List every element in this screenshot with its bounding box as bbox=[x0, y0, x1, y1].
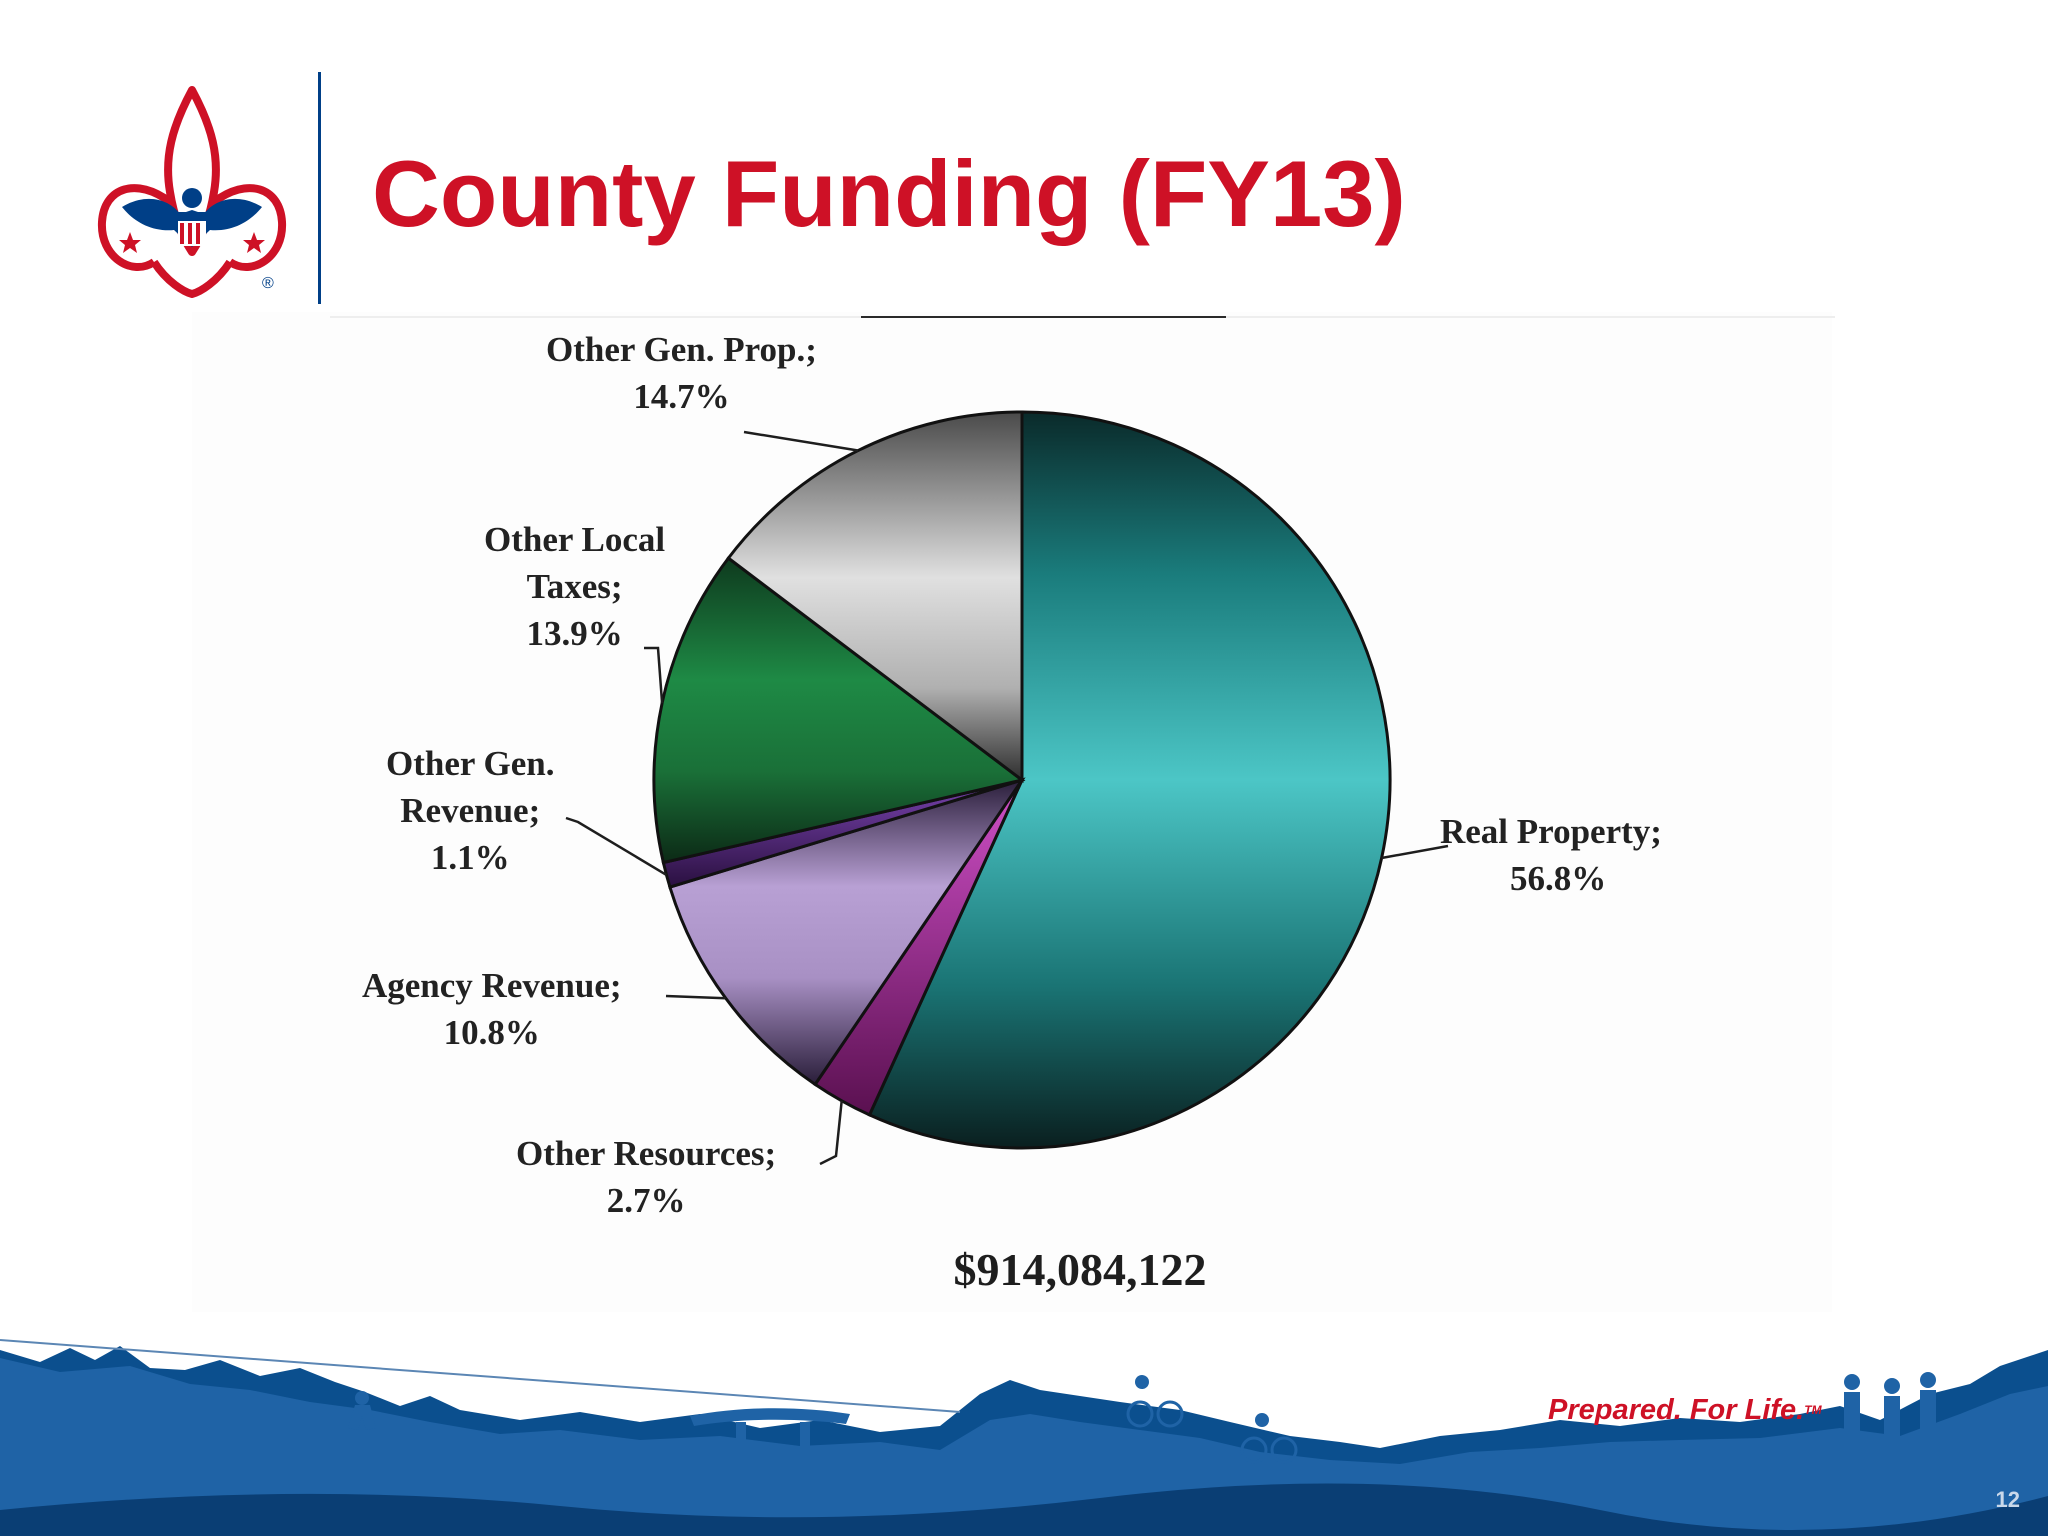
leader-line-other-local-taxes bbox=[644, 646, 664, 704]
page-number: 12 bbox=[1995, 1487, 2020, 1512]
pie-slice-real-property bbox=[867, 410, 1392, 1150]
total-funding-label: $914,084,122 bbox=[953, 1244, 1207, 1295]
slice-label-real-property: Real Property; 56.8% bbox=[1440, 812, 1662, 898]
slide-title: County Funding (FY13) bbox=[372, 141, 1406, 246]
leader-line-other-resources bbox=[819, 1100, 843, 1166]
slice-label-agency-revenue: Agency Revenue; 10.8% bbox=[362, 966, 622, 1052]
pie-slice-other-local-taxes bbox=[652, 556, 1026, 865]
pie-slice-other-gen-prop bbox=[726, 410, 1024, 784]
svg-text:®: ® bbox=[262, 275, 274, 292]
slice-label-other-local-taxes: Other Local Taxes; 13.9% bbox=[484, 520, 666, 653]
leader-line-other-gen-revenue bbox=[565, 816, 668, 876]
brand-tagline: Prepared. For Life.TM bbox=[1548, 1394, 1822, 1426]
slice-label-other-gen-prop: Other Gen. Prop.; 14.7% bbox=[546, 330, 817, 416]
leader-line-real-property bbox=[1381, 844, 1449, 860]
fleur-de-lis-eagle-logo: ® bbox=[97, 86, 287, 298]
leader-line-other-gen-prop bbox=[743, 430, 859, 452]
pie-slice-agency-revenue bbox=[668, 777, 1026, 1087]
leader-line-agency-revenue bbox=[665, 994, 726, 1000]
title-divider bbox=[318, 72, 321, 304]
slice-label-other-gen-revenue: Other Gen. Revenue; 1.1% bbox=[386, 744, 555, 877]
slice-label-other-resources: Other Resources; 2.7% bbox=[516, 1134, 777, 1220]
chart-top-rule-accent bbox=[861, 316, 1226, 318]
outdoor-activities-landscape bbox=[0, 1339, 2048, 1536]
